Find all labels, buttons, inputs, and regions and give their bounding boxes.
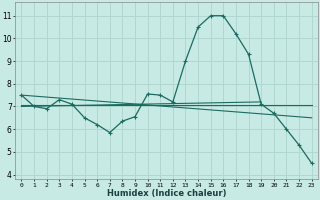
X-axis label: Humidex (Indice chaleur): Humidex (Indice chaleur) — [107, 189, 226, 198]
